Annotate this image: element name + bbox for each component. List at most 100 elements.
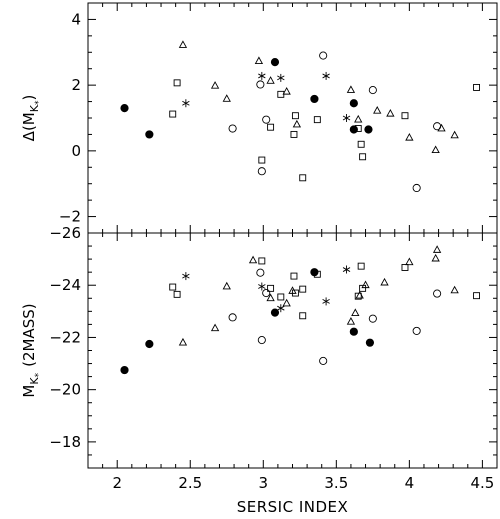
bottom-point-filled-circle (145, 339, 154, 349)
bottom-point-asterisk (322, 297, 330, 306)
bottom-point-open-triangle (380, 277, 389, 286)
bottom-point-open-circle (433, 289, 442, 298)
bottom-point-open-square (267, 284, 275, 292)
bottom-point-asterisk (258, 282, 266, 291)
bottom-point-open-circle (228, 313, 237, 322)
bottom-y-tick-label: −26 (49, 224, 81, 242)
x-tick-label: 2 (112, 474, 122, 492)
bottom-point-open-triangle (346, 317, 356, 325)
bottom-point-open-square (290, 272, 298, 280)
top-y-axis-label: Δ(MK*) (20, 95, 44, 142)
top-point-asterisk (342, 114, 351, 122)
top-point-open-triangle (266, 76, 275, 84)
top-point-open-square (357, 140, 365, 148)
top-point-open-circle (257, 167, 266, 176)
top-point-open-triangle (354, 114, 363, 123)
x-tick-label: 2.5 (178, 474, 202, 492)
y-label-main: Δ(M (20, 112, 38, 141)
y-label-close: ) (20, 95, 38, 101)
top-point-filled-circle (270, 58, 280, 67)
top-point-open-triangle (373, 106, 382, 114)
top-point-open-triangle (222, 94, 231, 102)
y-label-sub: K (28, 377, 41, 385)
bottom-point-open-square (277, 293, 285, 301)
top-point-open-circle (319, 51, 328, 60)
top-point-open-triangle (178, 40, 188, 48)
top-point-open-triangle (346, 85, 356, 93)
y-label-subsub: * (34, 100, 44, 105)
bottom-point-open-triangle (355, 290, 364, 299)
bottom-point-open-circle (262, 289, 271, 298)
top-point-filled-circle (349, 125, 358, 134)
top-point-open-triangle (282, 86, 291, 95)
bottom-point-open-triangle (361, 280, 370, 289)
top-point-open-square (401, 112, 409, 120)
top-point-open-square (290, 130, 298, 138)
top-y-tick-label: 4 (71, 10, 81, 28)
bottom-point-open-square (173, 290, 181, 298)
bottom-point-open-square (473, 292, 480, 300)
top-point-open-square (291, 112, 299, 120)
top-point-open-circle (256, 80, 265, 89)
top-point-open-square (258, 156, 266, 164)
bottom-point-filled-circle (270, 308, 280, 317)
bottom-point-open-triangle (432, 245, 442, 253)
top-point-filled-circle (145, 130, 154, 139)
x-axis-label: SERSIC INDEX (237, 498, 349, 516)
bottom-y-tick-label: −22 (49, 328, 81, 346)
bottom-point-open-triangle (450, 285, 459, 294)
bottom-point-open-square (354, 292, 362, 300)
top-point-open-triangle (437, 123, 446, 132)
bottom-point-open-square (359, 284, 367, 292)
top-point-asterisk (258, 71, 266, 80)
bottom-point-open-square (299, 312, 307, 320)
bottom-y-tick-label: −18 (49, 433, 81, 451)
bottom-point-open-triangle (210, 323, 220, 332)
top-point-asterisk (277, 73, 285, 82)
bottom-point-open-square (401, 264, 409, 271)
bottom-point-filled-circle (365, 338, 375, 347)
top-point-open-circle (412, 183, 421, 193)
top-point-open-square (299, 174, 307, 182)
top-point-open-square (359, 153, 367, 161)
top-point-open-circle (262, 115, 271, 124)
top-point-open-square (173, 79, 181, 87)
top-point-open-triangle (405, 132, 414, 141)
bottom-point-open-circle (257, 336, 266, 345)
bottom-point-open-triangle (266, 293, 275, 302)
bottom-point-open-triangle (248, 255, 258, 264)
top-point-open-square (473, 83, 480, 91)
bottom-point-open-square (169, 283, 177, 291)
top-point-open-triangle (254, 56, 264, 65)
bottom-point-open-triangle (405, 257, 414, 266)
bottom-point-open-circle (412, 326, 421, 335)
bottom-point-open-triangle (282, 298, 291, 307)
x-tick-label: 3 (259, 474, 269, 492)
top-point-open-triangle (431, 145, 440, 154)
bottom-point-open-square (313, 270, 321, 278)
top-point-open-circle (368, 86, 377, 95)
x-tick-label: 4.5 (470, 474, 494, 492)
top-point-filled-circle (120, 104, 129, 113)
bottom-panel: −18 −20 −22 −24 −26 2 2.5 3 3.5 4 4.5 SERSIC INDEX M… (20, 224, 498, 516)
top-point-open-square (267, 123, 275, 131)
bottom-point-open-triangle (222, 281, 231, 290)
top-panel: −2 0 2 4 Δ(MK*) (20, 2, 498, 234)
top-point-asterisk (322, 71, 330, 80)
bottom-point-asterisk (277, 304, 285, 313)
top-y-tick-label: −2 (59, 208, 81, 226)
bottom-y-tick-label: −20 (49, 381, 81, 399)
top-point-asterisk (182, 99, 190, 108)
top-point-filled-circle (349, 99, 358, 108)
top-point-open-square (169, 110, 177, 118)
bottom-point-filled-circle (120, 365, 129, 375)
bottom-point-open-square (258, 257, 266, 265)
x-tick-label: 4 (405, 474, 415, 492)
bottom-point-open-triangle (178, 337, 188, 346)
y-label-tail: (2MASS) (20, 303, 38, 367)
bottom-point-filled-circle (349, 327, 358, 336)
bottom-point-asterisk (342, 265, 351, 274)
bottom-plot-frame (87, 232, 498, 469)
y-label-main: M (20, 385, 38, 398)
